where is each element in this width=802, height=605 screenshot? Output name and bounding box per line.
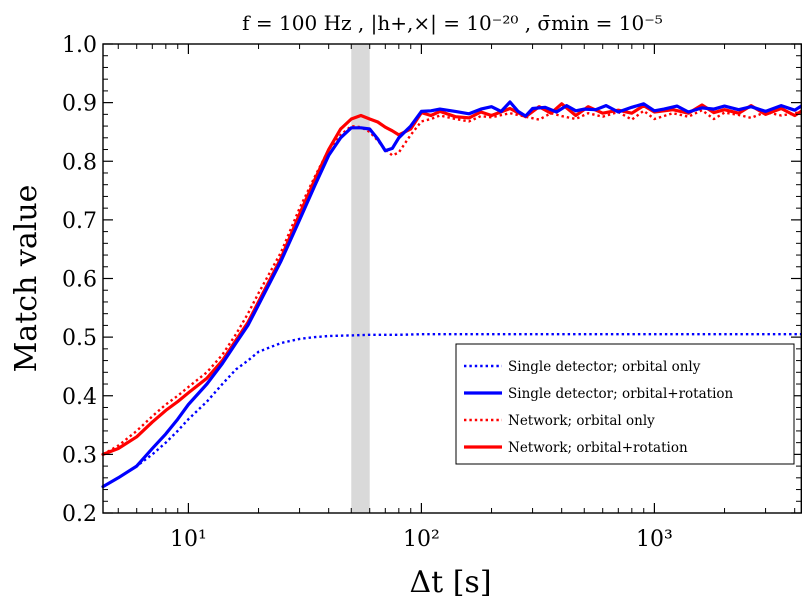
series-line-1 (101, 100, 802, 489)
x-tick-label: 10² (403, 527, 440, 552)
ticks-layer (103, 43, 801, 514)
y-tick-label: 0.3 (62, 443, 97, 468)
x-tick-label: 10¹ (170, 527, 207, 552)
series-layer (101, 100, 802, 489)
y-tick-label: 0.7 (62, 209, 97, 234)
legend-label-0: Single detector; orbital only (508, 359, 701, 375)
y-tick-label: 0.9 (62, 92, 97, 117)
y-tick-label: 0.6 (62, 268, 97, 293)
legend-label-3: Network; orbital+rotation (508, 440, 688, 456)
legend: Single detector; orbital only Single dete… (455, 343, 795, 465)
y-axis-title: Match value (9, 185, 44, 373)
y-tick-label: 0.2 (62, 502, 97, 527)
y-tick-label: 0.4 (62, 385, 97, 410)
y-tick-label: 1.0 (62, 33, 97, 58)
legend-label-2: Network; orbital only (508, 413, 655, 429)
chart-title: f = 100 Hz , |h+,×| = 10⁻²⁰ , σ̄min = 10… (242, 11, 663, 36)
tick-labels-layer: 0.2 0.3 0.4 0.5 0.6 0.7 0.8 0.9 1.0 10¹ 10² 10³ (62, 33, 673, 552)
shaded-band (351, 44, 370, 513)
x-tick-label: 10³ (636, 527, 673, 552)
legend-label-1: Single detector; orbital+rotation (508, 386, 734, 402)
legend-entries: Single detector; orbital only Single dete… (464, 359, 734, 456)
legend-box (455, 343, 795, 465)
series-line-0 (102, 333, 802, 488)
y-tick-label: 0.8 (62, 150, 97, 175)
x-axis-title: Δt [s] (409, 565, 491, 600)
y-tick-label: 0.5 (62, 326, 97, 351)
